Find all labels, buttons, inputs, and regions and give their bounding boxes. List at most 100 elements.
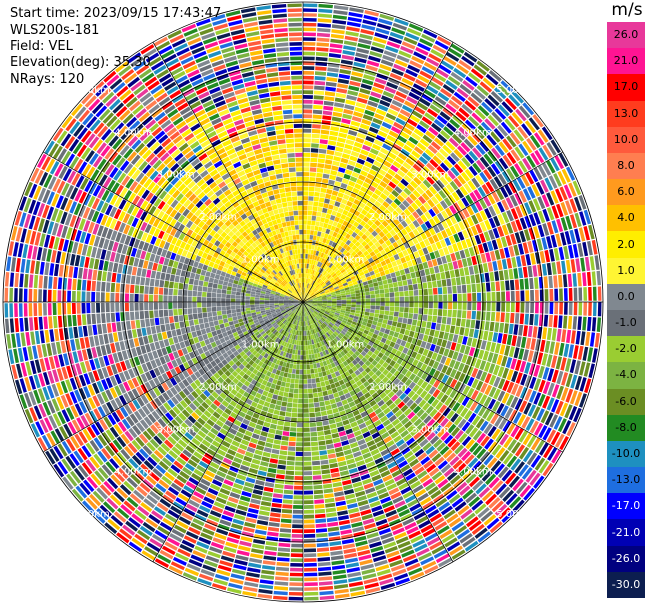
radar-cell xyxy=(467,302,472,311)
radar-cell xyxy=(303,302,304,307)
radar-cell xyxy=(474,200,483,212)
radar-cell xyxy=(294,320,297,325)
radar-cell xyxy=(462,374,471,385)
radar-cell xyxy=(406,171,416,180)
radar-cell xyxy=(449,389,458,399)
radar-cell xyxy=(384,258,391,265)
radar-cell xyxy=(572,316,578,330)
radar-cell xyxy=(442,144,453,155)
radar-cell xyxy=(355,265,362,271)
radar-cell xyxy=(588,286,592,301)
radar-cell xyxy=(267,408,275,414)
radar-cell xyxy=(321,308,326,311)
radar-cell xyxy=(501,211,510,224)
radar-cell xyxy=(374,219,381,227)
radar-cell xyxy=(306,288,310,294)
radar-cell xyxy=(417,74,430,84)
radar-cell xyxy=(477,105,490,117)
radar-cell xyxy=(336,319,342,324)
radar-cell xyxy=(403,285,409,291)
radar-cell xyxy=(386,483,397,491)
radar-cell xyxy=(434,521,448,531)
radar-cell xyxy=(466,216,475,227)
radar-cell xyxy=(423,415,432,424)
radar-cell xyxy=(303,509,315,514)
radar-cell xyxy=(259,505,271,512)
radar-cell xyxy=(494,271,500,281)
radar-cell xyxy=(332,231,338,238)
radar-cell xyxy=(365,384,373,392)
radar-cell xyxy=(424,504,437,515)
radar-cell xyxy=(446,410,455,420)
radar-cell xyxy=(359,344,366,351)
radar-cell xyxy=(323,233,329,239)
radar-cell xyxy=(425,445,436,455)
radar-cell xyxy=(459,186,469,196)
radar-cell xyxy=(303,393,308,399)
radar-cell xyxy=(303,519,315,524)
radar-cell xyxy=(267,526,280,532)
radar-cell xyxy=(429,252,436,260)
radar-cell xyxy=(471,255,478,266)
radar-cell xyxy=(334,276,340,281)
radar-cell xyxy=(430,322,437,330)
radar-cell xyxy=(374,407,383,415)
radar-cell xyxy=(342,282,348,287)
radar-cell xyxy=(379,192,388,201)
radar-cell xyxy=(324,218,330,224)
radar-cell xyxy=(412,228,420,237)
radar-cell xyxy=(559,402,569,417)
radar-cell xyxy=(432,44,447,55)
radar-cell xyxy=(495,281,501,292)
radar-cell xyxy=(461,55,475,67)
radar-cell xyxy=(560,232,567,246)
radar-cell xyxy=(416,234,423,243)
radar-cell xyxy=(328,358,334,364)
radar-cell xyxy=(312,312,316,317)
radar-cell xyxy=(323,321,328,326)
radar-cell xyxy=(475,144,486,156)
radar-cell xyxy=(352,481,363,488)
radar-cell xyxy=(363,284,369,289)
radar-cell xyxy=(387,461,397,469)
radar-cell xyxy=(398,50,412,59)
radar-cell xyxy=(433,118,445,129)
radar-cell xyxy=(463,138,475,150)
radar-cell xyxy=(326,304,332,307)
radar-cell xyxy=(346,375,353,381)
radar-cell xyxy=(522,449,534,463)
radar-cell xyxy=(523,229,531,241)
radar-cell xyxy=(472,147,482,159)
radar-cell xyxy=(348,242,355,248)
radar-cell xyxy=(331,116,342,122)
radar-cell xyxy=(341,54,354,61)
radar-cell xyxy=(325,86,336,92)
radar-cell xyxy=(288,596,303,601)
radar-cell xyxy=(423,288,428,296)
radar-cell xyxy=(315,260,319,266)
radar-cell xyxy=(487,398,496,410)
radar-cell xyxy=(361,24,376,31)
radar-cell xyxy=(303,143,311,148)
radar-cell xyxy=(383,541,397,549)
radar-cell xyxy=(425,342,432,350)
radar-cell xyxy=(249,503,260,510)
radar-cell xyxy=(546,397,555,411)
radar-cell xyxy=(310,225,315,231)
radar-cell xyxy=(453,212,462,223)
radar-cell xyxy=(337,282,343,287)
radar-cell xyxy=(404,255,411,262)
radar-cell xyxy=(337,207,344,214)
radar-cell xyxy=(497,466,509,479)
radar-cell xyxy=(508,181,517,194)
radar-cell xyxy=(317,367,322,373)
radar-cell xyxy=(316,37,330,42)
radar-cell xyxy=(422,348,429,357)
radar-cell xyxy=(362,165,371,173)
radar-cell xyxy=(335,269,341,275)
radar-cell xyxy=(287,451,296,456)
radar-cell xyxy=(286,407,292,413)
radar-cell xyxy=(308,289,312,295)
radar-cell xyxy=(563,288,568,301)
radar-cell xyxy=(234,478,245,486)
